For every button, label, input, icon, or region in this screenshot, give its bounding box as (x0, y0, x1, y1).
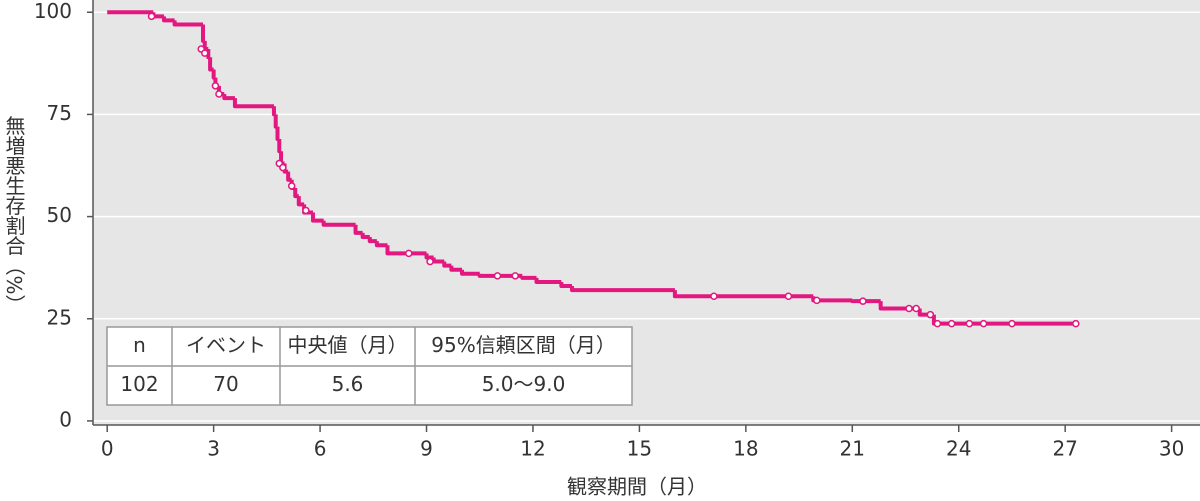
table-header: 中央値（月） (288, 333, 408, 357)
censor-mark (426, 257, 434, 266)
censor-mark (1072, 319, 1080, 328)
survival-step (321, 220, 356, 227)
censor-mark (979, 319, 988, 328)
table-header: 95%信頼区間（月） (431, 333, 615, 357)
y-tick-label: 75 (47, 101, 72, 125)
y-tick-label: 0 (59, 407, 72, 431)
survival-step (672, 290, 814, 299)
x-tick-label: 18 (733, 437, 758, 461)
x-tick-label: 9 (420, 437, 433, 461)
censor-mark (1008, 319, 1016, 328)
survival-step (353, 224, 363, 235)
censor-mark (784, 292, 793, 301)
survival-step (271, 106, 276, 117)
censor-mark (302, 206, 310, 215)
table-cell: 70 (213, 372, 238, 396)
censor-mark (947, 319, 956, 328)
table-cell: 5.0〜9.0 (482, 372, 566, 396)
censor-mark (405, 249, 413, 258)
survival-step (449, 265, 462, 272)
table-cell: 102 (120, 372, 158, 396)
survival-step (442, 261, 452, 268)
censor-mark (215, 90, 223, 98)
table-header: n (133, 333, 146, 357)
survival-step (559, 281, 572, 289)
survival-step (367, 237, 377, 244)
y-axis-label: 無増悪生存割合（%） (2, 115, 26, 314)
censor-mark (813, 296, 821, 305)
survival-step (374, 241, 388, 248)
censor-mark (511, 272, 519, 280)
survival-step (211, 69, 216, 80)
survival-step (477, 273, 523, 278)
censor-mark (493, 272, 502, 280)
censor-mark (211, 82, 220, 90)
survival-step (222, 93, 235, 101)
table-cell: 5.6 (332, 372, 364, 396)
censor-mark (287, 182, 296, 190)
y-tick-label: 100 (34, 0, 72, 23)
censor-mark (965, 319, 974, 328)
survival-step (200, 24, 205, 43)
censor-mark (905, 304, 913, 313)
survival-step (275, 126, 280, 141)
censor-mark (912, 304, 920, 313)
survival-step (172, 20, 203, 27)
survival-step (277, 138, 282, 154)
survival-step (534, 277, 562, 284)
x-tick-label: 12 (520, 437, 545, 461)
censor-mark (859, 297, 867, 305)
censor-mark (147, 12, 156, 21)
x-tick-label: 24 (946, 437, 971, 461)
censor-mark (710, 292, 718, 301)
survival-step (520, 275, 537, 280)
censor-mark (933, 319, 942, 328)
survival-step (273, 114, 278, 129)
censor-mark (201, 49, 209, 57)
y-tick-label: 50 (47, 203, 72, 227)
x-tick-label: 27 (1052, 437, 1077, 461)
censor-mark (926, 310, 935, 319)
x-tick-label: 0 (101, 437, 114, 461)
censor-mark (279, 163, 287, 172)
survival-step (424, 253, 434, 260)
x-tick-label: 21 (840, 437, 865, 461)
survival-step (850, 299, 881, 304)
table-header: イベント (186, 333, 266, 357)
survival-step (232, 98, 274, 109)
survival-step (460, 269, 480, 276)
x-tick-label: 6 (314, 437, 327, 461)
x-axis-label: 観察期間（月） (567, 475, 707, 499)
survival-step (206, 49, 211, 60)
survival-step (161, 16, 175, 23)
x-tick-label: 15 (627, 437, 652, 461)
x-tick-label: 30 (1159, 437, 1184, 461)
survival-step (360, 232, 370, 240)
y-tick-label: 25 (47, 305, 72, 329)
survival-step (385, 245, 427, 256)
survival-step (569, 286, 675, 293)
survival-step (310, 212, 324, 223)
x-tick-label: 3 (207, 437, 220, 461)
